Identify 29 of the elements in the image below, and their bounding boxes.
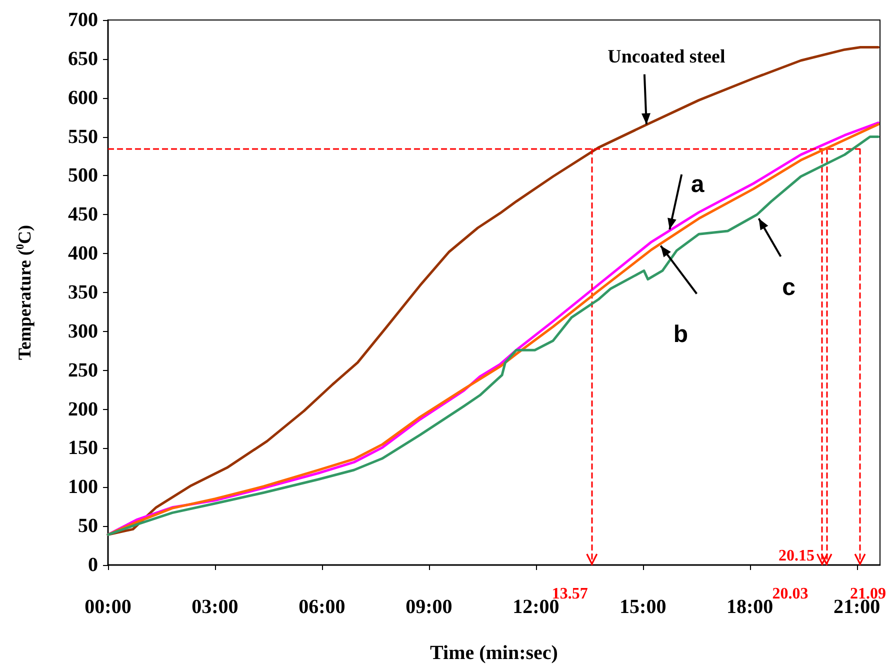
y-tick-label: 100	[68, 476, 98, 498]
annotation: Uncoated steel	[608, 46, 726, 68]
y-tick-label: 250	[68, 359, 98, 382]
ref-line-label: 20.15	[778, 548, 815, 564]
x-tick-label: 00:00	[84, 596, 132, 618]
y-tick-label: 300	[68, 320, 98, 342]
y-tick-label: 550	[68, 126, 98, 148]
y-tick-label: 150	[68, 437, 98, 460]
annotation: a	[690, 170, 705, 198]
x-tick-label: 09:00	[406, 596, 452, 618]
y-tick-label: 50	[78, 515, 98, 538]
annotation: b	[673, 321, 688, 348]
y-tick-label: 400	[68, 242, 98, 265]
y-tick-label: 200	[68, 398, 98, 420]
x-tick-label: 06:00	[298, 596, 346, 618]
x-tick-label: 03:00	[192, 596, 238, 618]
x-tick-label: 15:00	[620, 596, 666, 618]
annotation: c	[782, 274, 796, 301]
y-tick-label: 500	[68, 164, 98, 187]
y-tick-label: 650	[68, 48, 98, 70]
x-tick-label: 18:00	[726, 596, 774, 618]
x-axis-title: Time (min:sec)	[430, 642, 558, 664]
y-tick-label: 0	[88, 554, 98, 576]
y-tick-label: 600	[68, 86, 98, 109]
y-axis-title: Temperature (0C)	[14, 225, 34, 360]
ref-line-label: 20.03	[772, 586, 808, 602]
y-tick-label: 700	[68, 9, 98, 31]
y-tick-label: 350	[68, 282, 98, 304]
y-tick-label: 450	[68, 204, 98, 226]
